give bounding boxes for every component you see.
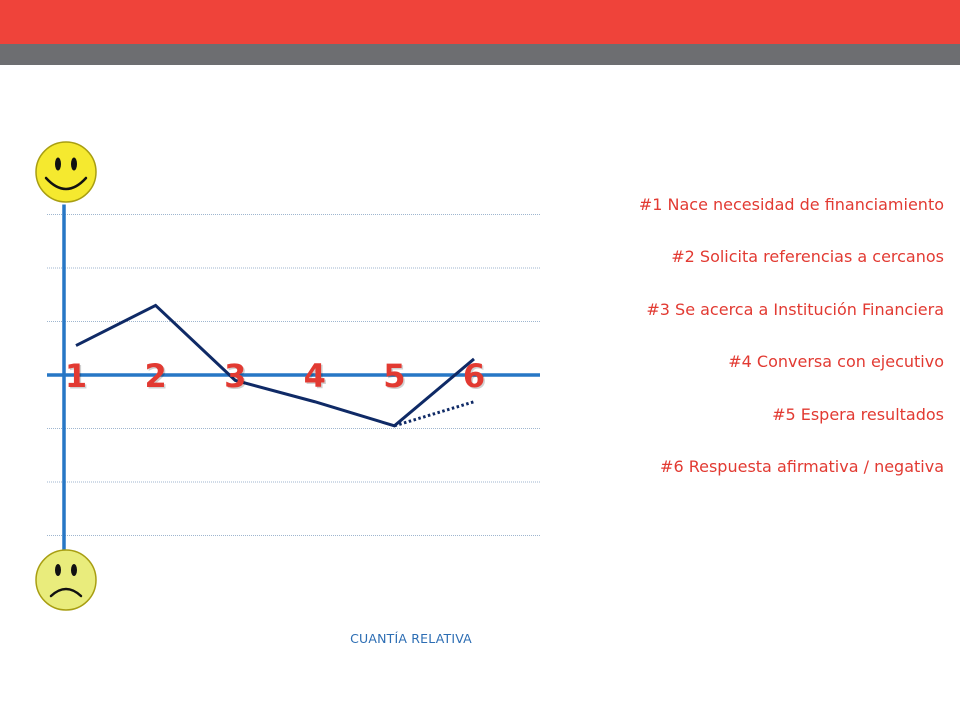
right-eye xyxy=(71,564,77,576)
step-label-1: 1 xyxy=(65,357,87,395)
header-gray-band xyxy=(0,44,960,65)
frown xyxy=(49,587,83,598)
legend-item-1: #1 Nace necesidad de financiamiento xyxy=(638,195,944,214)
sad-smiley-icon xyxy=(35,549,97,611)
step-label-2: 2 xyxy=(144,357,166,395)
step-label-6: 6 xyxy=(463,357,485,395)
series-lines xyxy=(75,303,475,428)
header-red-band xyxy=(0,0,960,44)
step-label-shadow: 6 xyxy=(464,359,486,397)
left-eye xyxy=(55,564,61,576)
gridlines xyxy=(47,214,540,536)
legend-item-3: #3 Se acerca a Institución Financiera xyxy=(646,299,944,319)
step-label-shadow: 1 xyxy=(66,359,88,397)
step-label-5: 5 xyxy=(383,357,405,395)
step-label-shadow: 4 xyxy=(305,359,327,397)
step-label-shadow: 5 xyxy=(385,359,407,397)
series-line-solid xyxy=(75,303,475,428)
mood-icons xyxy=(35,141,97,611)
step-label-4: 4 xyxy=(304,357,326,395)
legend-item-4: #4 Conversa con ejecutivo xyxy=(728,352,944,372)
happy-smiley-icon xyxy=(35,141,97,203)
step-label-3: 3 xyxy=(224,357,246,395)
series-line-dotted xyxy=(393,400,475,428)
step-labels: 11 22 33 44 55 66 xyxy=(65,357,487,397)
right-eye xyxy=(71,157,77,171)
face xyxy=(35,141,97,203)
axes xyxy=(47,204,540,607)
left-eye xyxy=(55,157,61,171)
chart-caption: CUANTÍA RELATIVA xyxy=(350,631,472,646)
step-label-shadow: 3 xyxy=(226,359,248,397)
legend-item-5: #5 Espera resultados xyxy=(772,404,944,424)
smile xyxy=(44,176,88,191)
legend-item-2: #2 Solicita referencias a cercanos xyxy=(671,247,944,267)
step-label-shadow: 2 xyxy=(146,359,168,397)
face xyxy=(35,549,97,611)
legend-item-6: #6 Respuesta afirmativa / negativa xyxy=(660,456,944,476)
step-legend: #1 Nace necesidad de financiamiento #2 S… xyxy=(524,195,944,509)
